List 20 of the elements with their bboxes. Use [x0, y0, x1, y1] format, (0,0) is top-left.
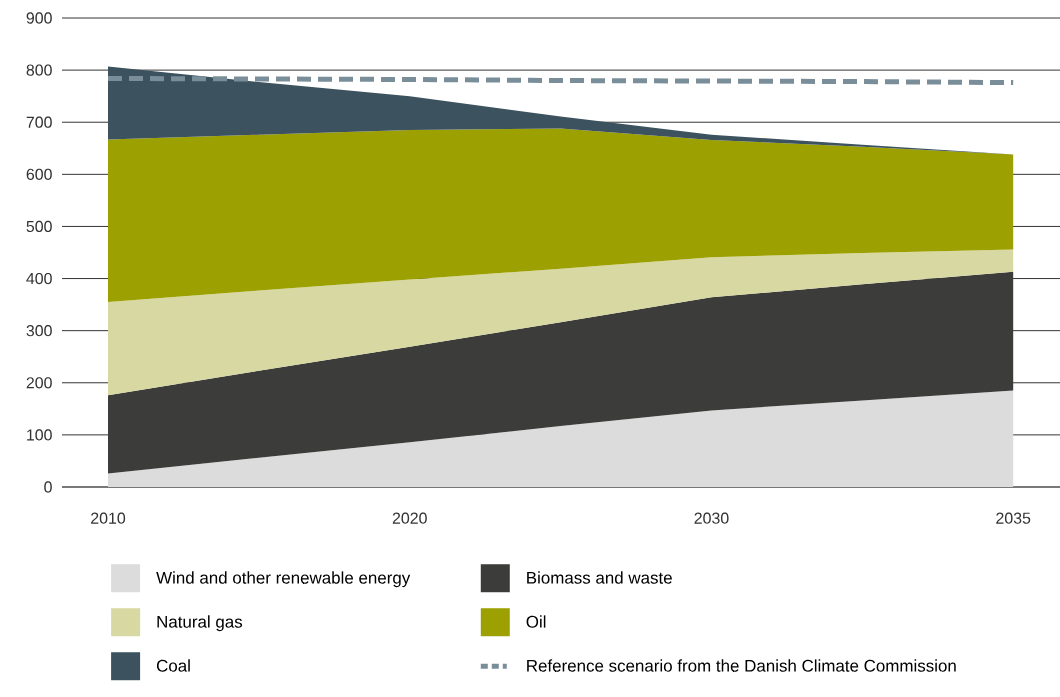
y-tick-label: 300 [26, 325, 52, 337]
y-tick-label: 700 [26, 116, 52, 128]
legend-label: Natural gas [157, 615, 243, 632]
x-tick-label: 2035 [996, 512, 1031, 524]
y-tick-label: 900 [26, 12, 52, 24]
x-tick-label: 2010 [91, 512, 126, 524]
legend-label: Oil [526, 615, 546, 628]
y-tick-label: 200 [26, 377, 52, 389]
x-tick-label: 2020 [392, 512, 427, 524]
y-tick-label: 400 [26, 272, 52, 285]
x-tick-label: 2030 [694, 512, 729, 524]
y-tick-label: 800 [26, 64, 52, 76]
y-tick-label: 500 [26, 220, 52, 233]
legend-label: Wind and other renewable energy [156, 571, 411, 588]
legend-label: Biomass and waste [527, 571, 672, 584]
legend-label: Coal [156, 659, 190, 672]
y-tick-label: 600 [26, 168, 52, 180]
legend-label: Reference scenario from the Danish Climate Commission [527, 659, 956, 672]
y-tick-label: 0 [44, 481, 52, 493]
y-tick-label: 100 [27, 429, 52, 441]
